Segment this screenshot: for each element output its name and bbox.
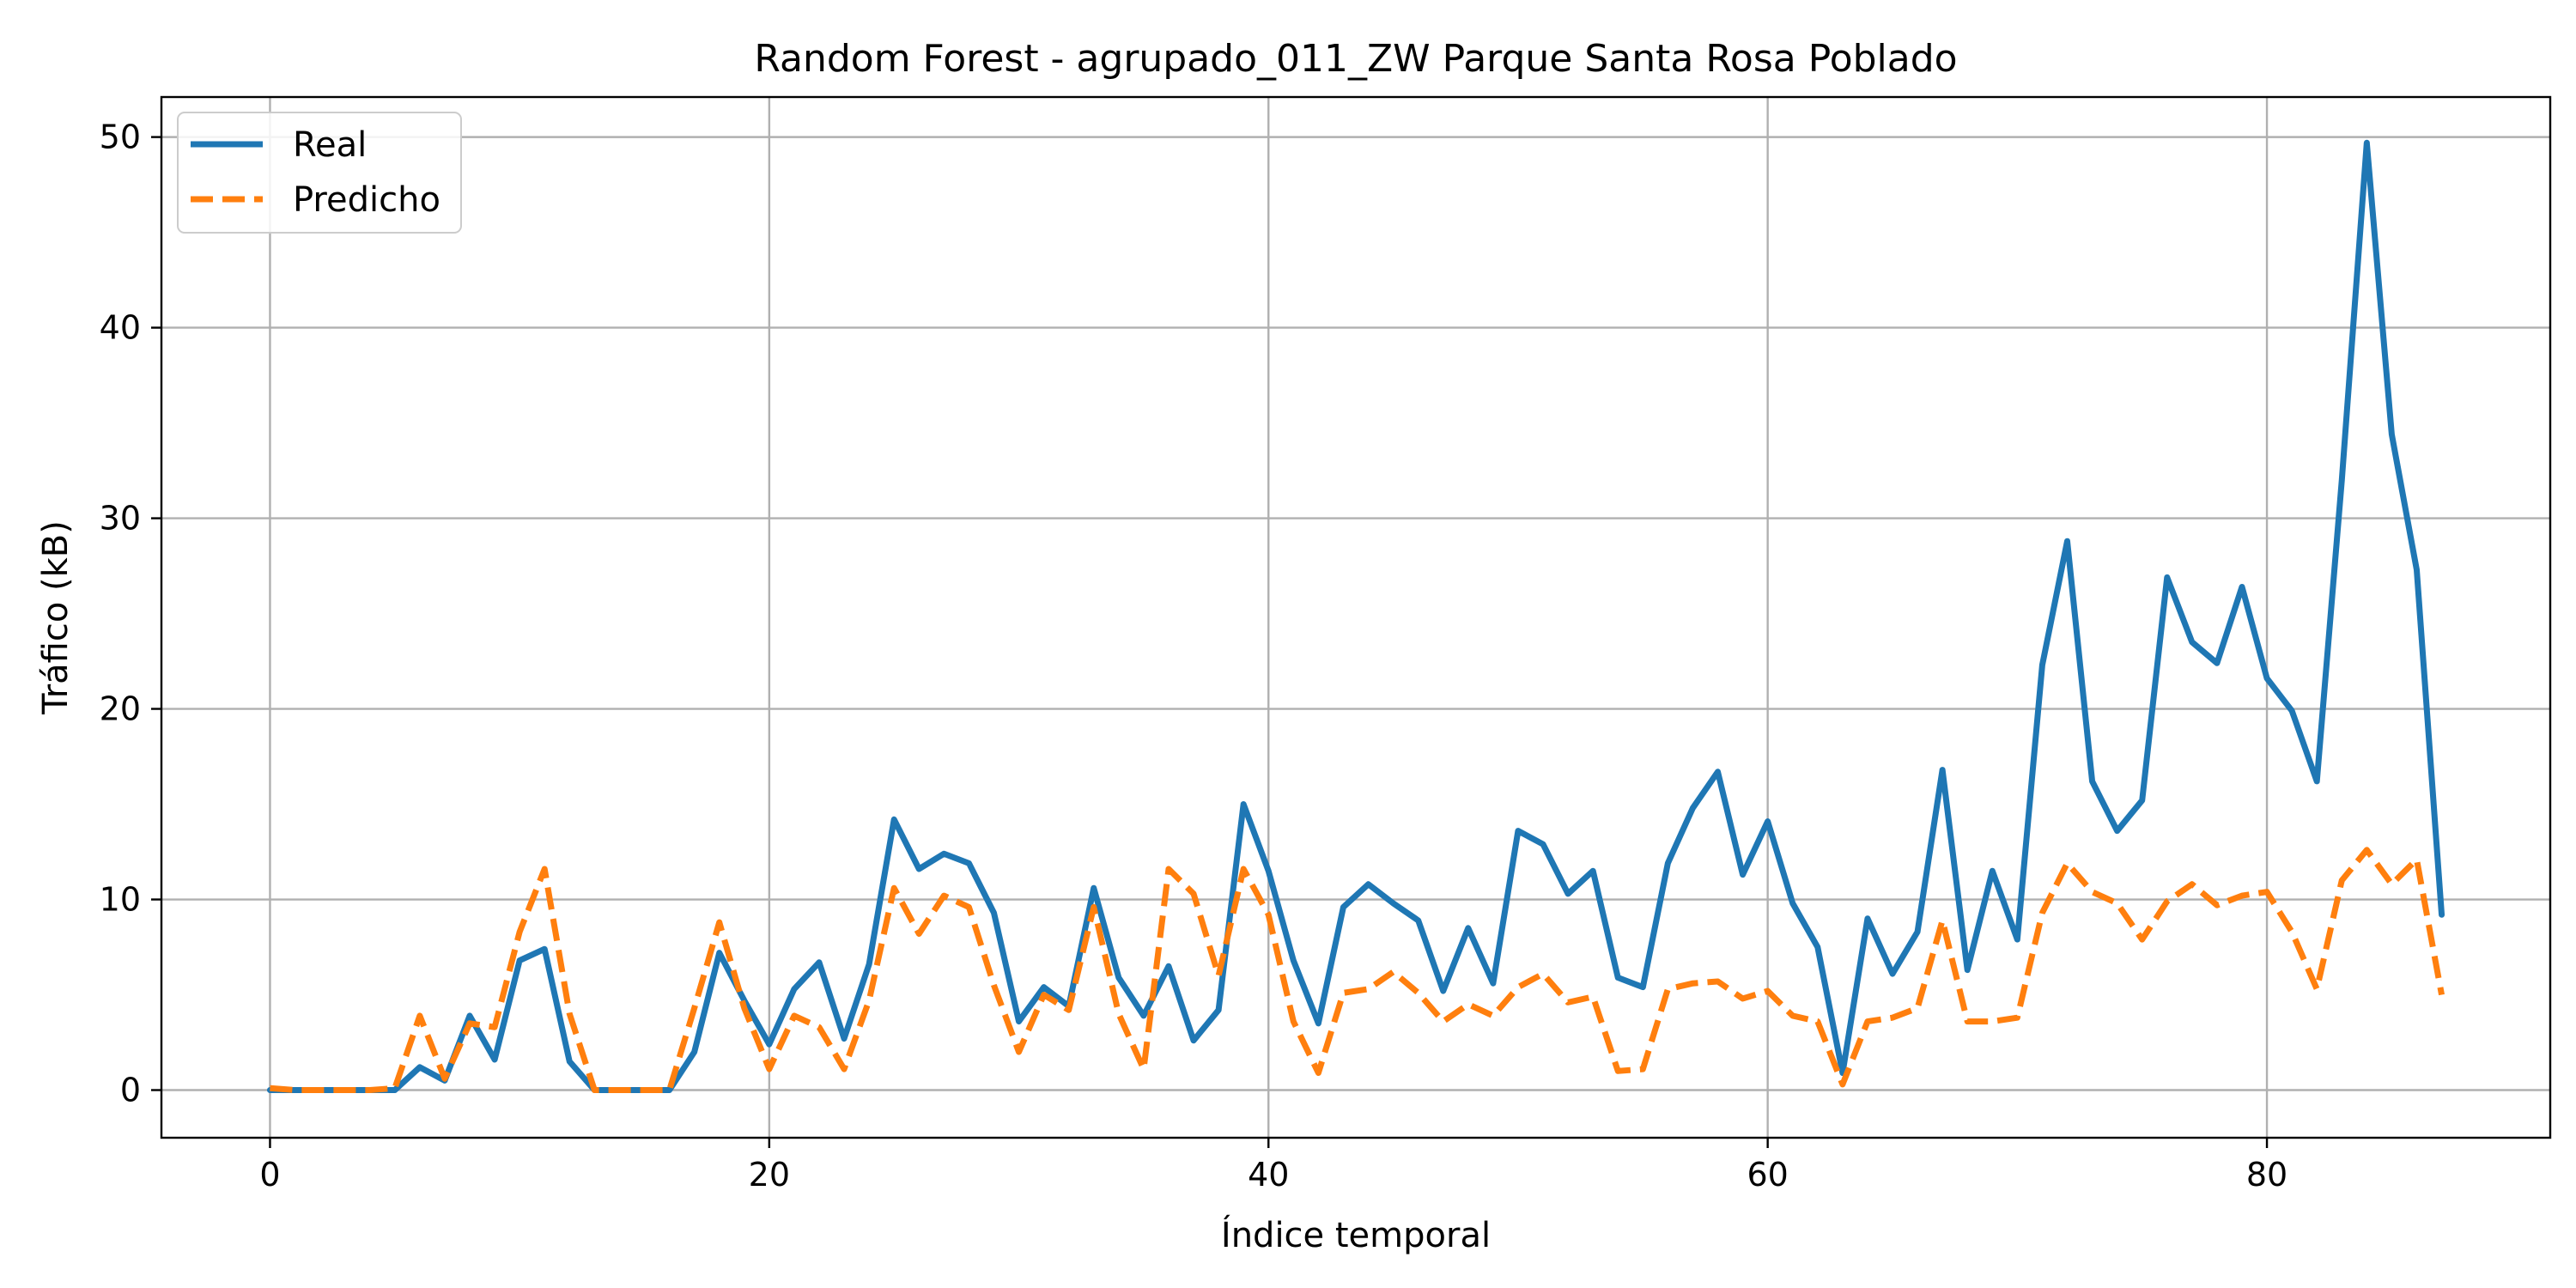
grid xyxy=(161,97,2550,1138)
x-tick-label: 60 xyxy=(1747,1156,1788,1194)
series-layer xyxy=(266,139,2445,1094)
legend-label-predicho: Predicho xyxy=(293,180,440,220)
chart-title: Random Forest - agrupado_011_ZW Parque S… xyxy=(754,37,1957,81)
x-axis-label: Índice temporal xyxy=(1221,1214,1491,1255)
x-tick-label: 20 xyxy=(749,1156,790,1194)
x-tick-label: 80 xyxy=(2246,1156,2287,1194)
x-tick-label: 0 xyxy=(259,1156,280,1194)
y-tick-label: 10 xyxy=(100,881,141,919)
series-line-predicho xyxy=(270,847,2445,1094)
y-tick-label: 20 xyxy=(100,690,141,728)
legend-label-real: Real xyxy=(293,125,367,165)
y-axis-label: Tráfico (kB) xyxy=(36,520,76,715)
legend: Real Predicho xyxy=(177,112,462,234)
y-tick-label: 40 xyxy=(100,309,141,347)
y-tick-label: 30 xyxy=(100,500,141,538)
plot-frame xyxy=(160,95,2552,1139)
ticks: 0 20 40 60 80 0 10 20 30 40 50 xyxy=(100,118,2288,1194)
x-tick-label: 40 xyxy=(1248,1156,1289,1194)
y-tick-label: 50 xyxy=(100,118,141,156)
series-line-real xyxy=(266,139,2445,1094)
y-tick-label: 0 xyxy=(120,1072,141,1109)
